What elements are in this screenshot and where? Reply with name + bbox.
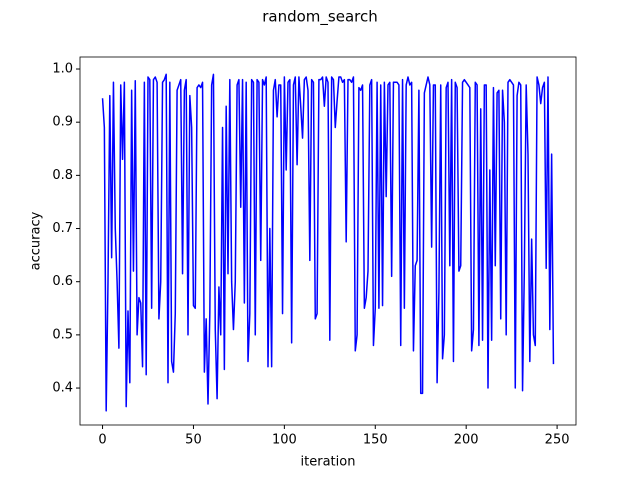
y-tick-label: 0.7	[52, 221, 73, 236]
y-tick-label: 1.0	[52, 62, 73, 77]
y-tick-label: 0.8	[52, 168, 73, 183]
x-tick-label: 200	[454, 433, 479, 448]
y-tick-label: 0.9	[52, 115, 73, 130]
x-tick-label: 50	[185, 433, 202, 448]
y-tick-label: 0.4	[52, 381, 73, 396]
data-line	[101, 73, 555, 412]
y-tick-label: 0.5	[52, 327, 73, 342]
chart-title: random_search	[262, 8, 378, 27]
x-axis-label: iteration	[301, 455, 356, 470]
x-tick-label: 250	[545, 433, 570, 448]
plot-frame	[79, 56, 577, 426]
y-tick-label: 0.6	[52, 274, 73, 289]
y-axis-label: accuracy	[29, 211, 44, 270]
x-tick-label: 0	[98, 433, 106, 448]
x-tick-label: 100	[272, 433, 297, 448]
x-tick-label: 150	[363, 433, 388, 448]
